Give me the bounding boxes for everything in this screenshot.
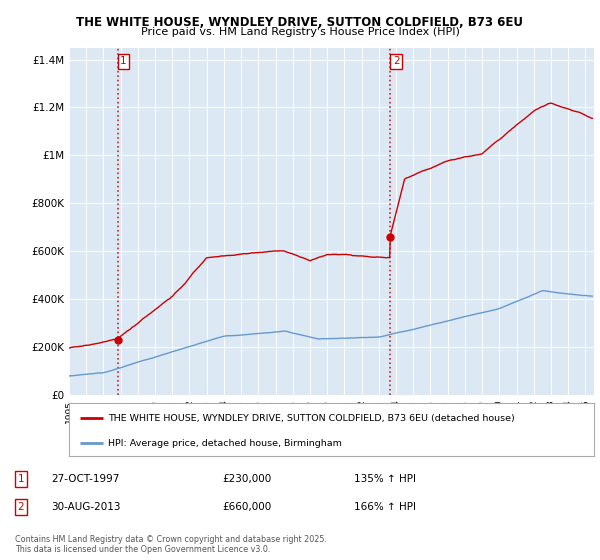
Text: THE WHITE HOUSE, WYNDLEY DRIVE, SUTTON COLDFIELD, B73 6EU (detached house): THE WHITE HOUSE, WYNDLEY DRIVE, SUTTON C… xyxy=(109,414,515,423)
Text: 2: 2 xyxy=(393,57,400,66)
Text: 1: 1 xyxy=(120,57,127,66)
Text: 30-AUG-2013: 30-AUG-2013 xyxy=(51,502,121,512)
Text: £230,000: £230,000 xyxy=(222,474,271,484)
Text: £660,000: £660,000 xyxy=(222,502,271,512)
Text: HPI: Average price, detached house, Birmingham: HPI: Average price, detached house, Birm… xyxy=(109,438,342,447)
Text: 1: 1 xyxy=(17,474,25,484)
Text: 27-OCT-1997: 27-OCT-1997 xyxy=(51,474,119,484)
Text: THE WHITE HOUSE, WYNDLEY DRIVE, SUTTON COLDFIELD, B73 6EU: THE WHITE HOUSE, WYNDLEY DRIVE, SUTTON C… xyxy=(77,16,523,29)
Text: Contains HM Land Registry data © Crown copyright and database right 2025.
This d: Contains HM Land Registry data © Crown c… xyxy=(15,535,327,554)
Text: 166% ↑ HPI: 166% ↑ HPI xyxy=(354,502,416,512)
Text: 135% ↑ HPI: 135% ↑ HPI xyxy=(354,474,416,484)
Text: 2: 2 xyxy=(17,502,25,512)
Text: Price paid vs. HM Land Registry's House Price Index (HPI): Price paid vs. HM Land Registry's House … xyxy=(140,27,460,37)
